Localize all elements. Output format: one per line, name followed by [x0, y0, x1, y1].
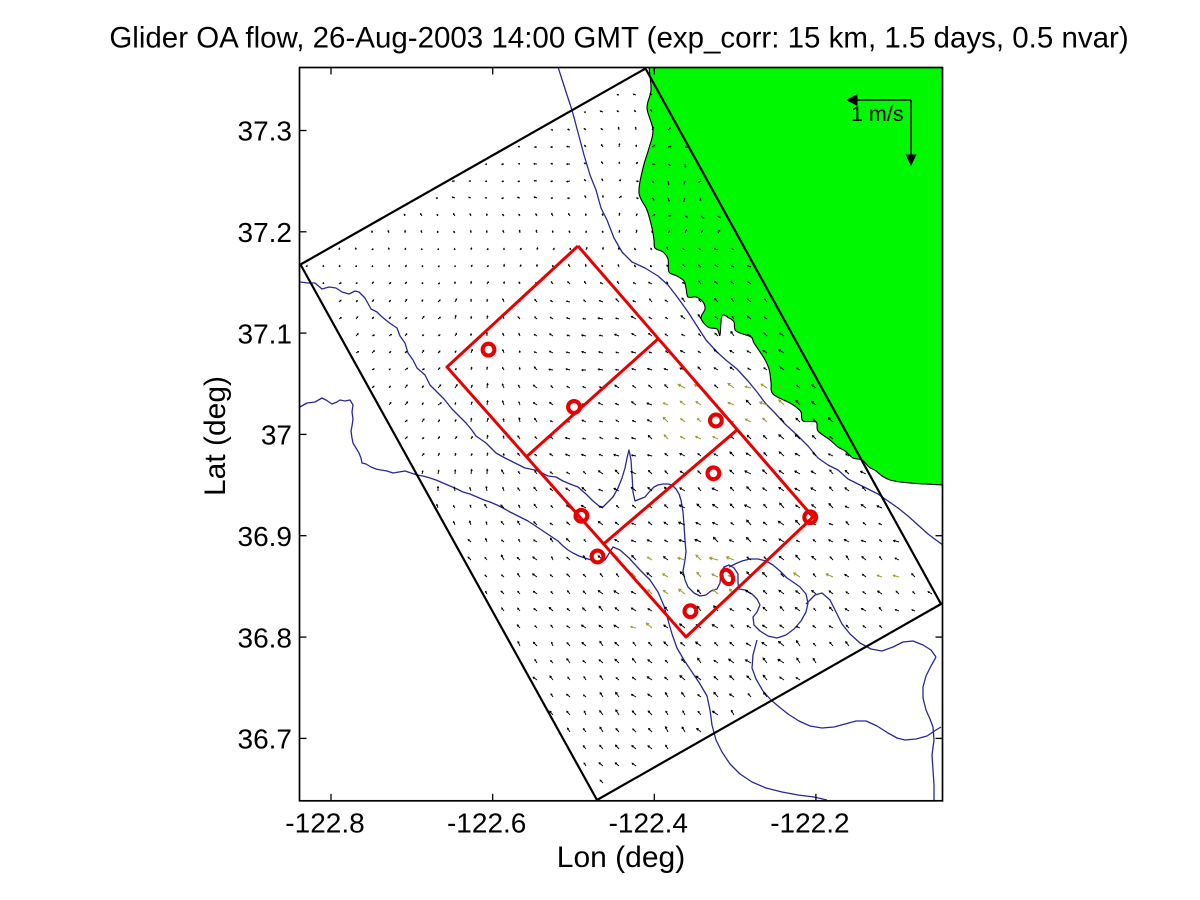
svg-text:1 m/s: 1 m/s: [851, 102, 904, 126]
svg-text:Glider OA flow, 26-Aug-2003 14: Glider OA flow, 26-Aug-2003 14:00 GMT (e…: [109, 22, 1128, 55]
svg-text:Lat (deg): Lat (deg): [199, 376, 232, 496]
svg-text:36.9: 36.9: [238, 521, 293, 552]
svg-text:37.3: 37.3: [238, 116, 293, 147]
svg-text:36.7: 36.7: [238, 724, 293, 755]
svg-text:-122.2: -122.2: [770, 808, 849, 839]
svg-text:-122.6: -122.6: [447, 808, 526, 839]
svg-text:-122.4: -122.4: [609, 808, 688, 839]
svg-text:37: 37: [261, 420, 292, 451]
svg-text:37.2: 37.2: [238, 217, 293, 248]
svg-text:36.8: 36.8: [238, 622, 293, 653]
svg-text:Lon (deg): Lon (deg): [557, 841, 685, 874]
svg-text:37.1: 37.1: [238, 318, 293, 349]
svg-text:-122.8: -122.8: [285, 808, 364, 839]
